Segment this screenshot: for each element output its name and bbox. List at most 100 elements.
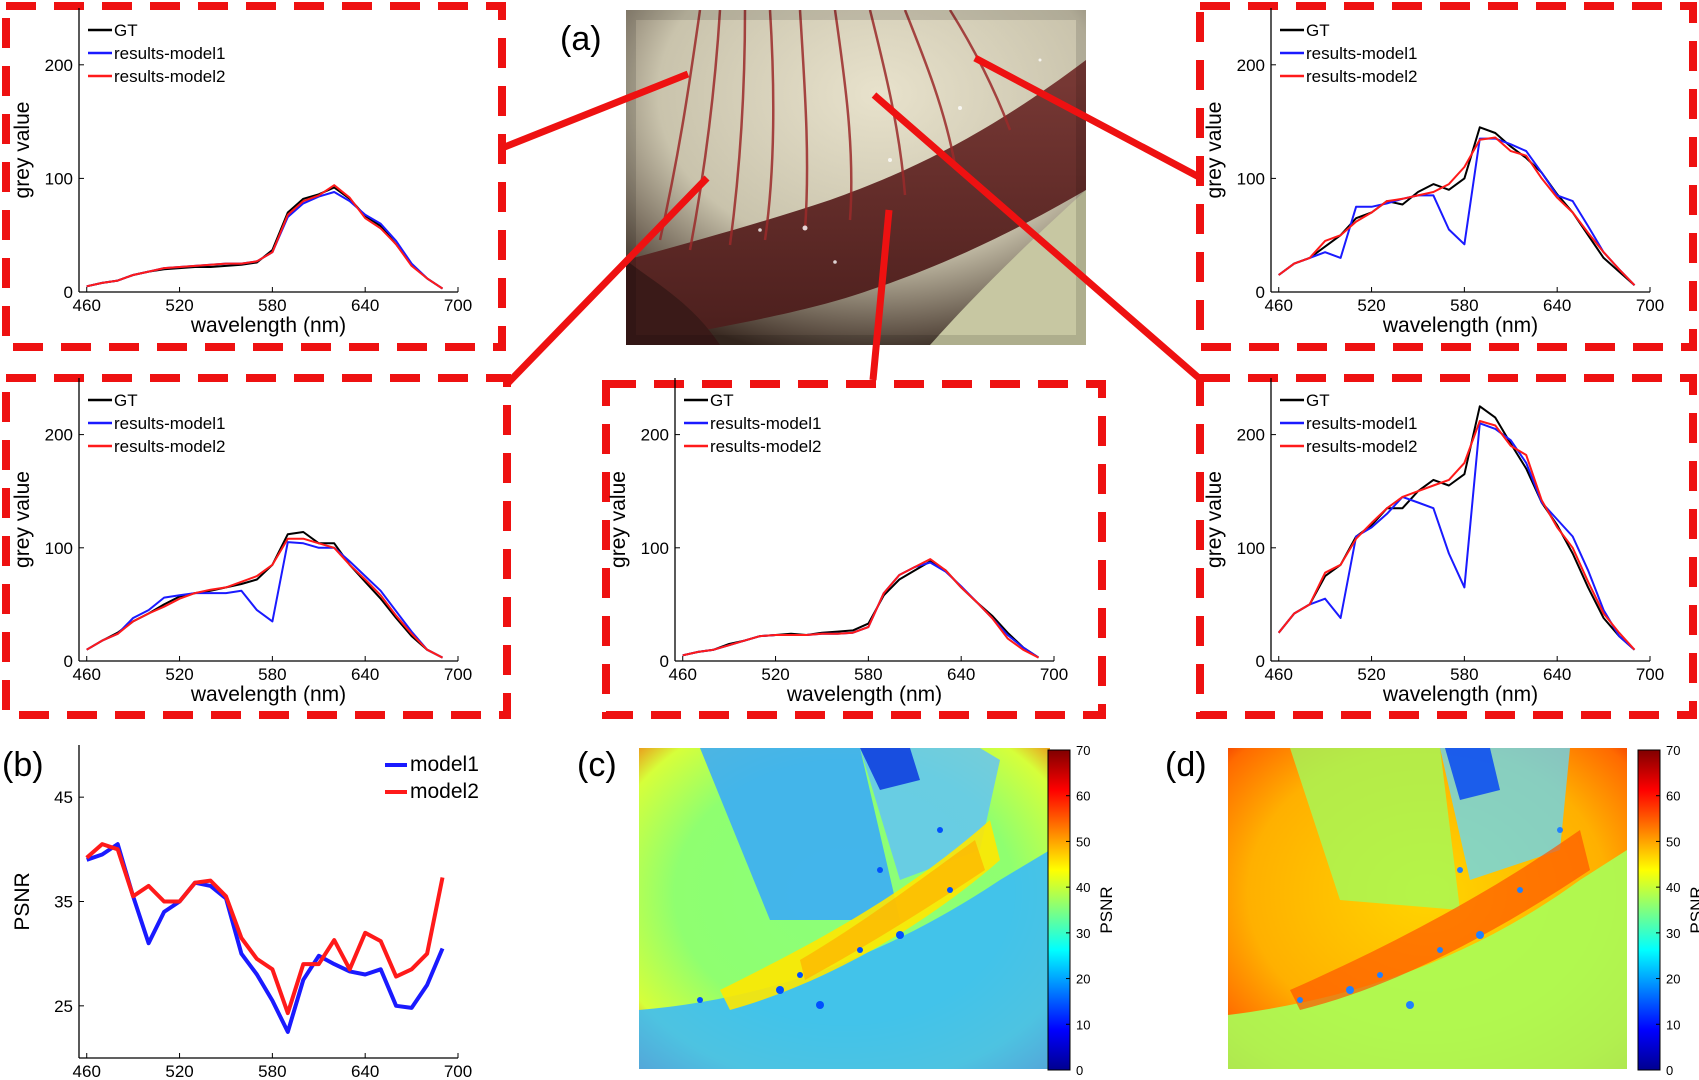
spectrum-plot-bottom-left: 460 520 580 640 700 0 100 200 wavelength (nm) gre… <box>11 378 472 706</box>
psnr-map-model2 <box>1228 748 1627 1069</box>
legend-label: results-model1 <box>114 44 226 63</box>
y-tick-label: 100 <box>45 539 73 558</box>
x-tick-label: 580 <box>1450 296 1478 315</box>
y-tick-label: 100 <box>45 169 73 188</box>
panel-label-c: (c) <box>577 746 617 784</box>
y-tick-label: 0 <box>64 283 73 302</box>
x-axis-label: wavelength (nm) <box>190 314 346 337</box>
x-tick-label: 460 <box>1265 296 1293 315</box>
connector-lines <box>500 54 1203 387</box>
x-tick-label: 460 <box>73 665 101 684</box>
y-tick-label: 35 <box>54 893 73 912</box>
x-tick-label: 580 <box>258 296 286 315</box>
x-tick-label: 460 <box>73 1062 101 1080</box>
legend-label: results-model1 <box>114 414 226 433</box>
legend-label: GT <box>114 21 138 40</box>
series-line-results-model2 <box>86 184 444 290</box>
connector-line <box>869 209 893 381</box>
series-line-results-model2 <box>682 558 1039 659</box>
series-line-results-model2 <box>1278 136 1636 286</box>
x-tick-label: 640 <box>351 665 379 684</box>
tissue-image <box>626 10 1086 345</box>
frame-bottom-left <box>2 374 511 719</box>
y-tick-label: 100 <box>1237 539 1265 558</box>
y-tick-label: 0 <box>1256 652 1265 671</box>
x-tick-label: 640 <box>351 296 379 315</box>
series-line-results-model1 <box>1277 422 1636 651</box>
legend: GT results-model1 results-model2 <box>684 391 822 456</box>
x-tick-label: 460 <box>73 296 101 315</box>
colorbar-tick-label: 50 <box>1666 834 1680 849</box>
x-tick-label: 640 <box>1543 665 1571 684</box>
x-tick-label: 700 <box>1636 296 1664 315</box>
spectrum-plot-top-left: 460 520 580 640 700 0 100 200 wavelength (nm) gre… <box>11 8 472 337</box>
series-line-GT <box>86 531 443 659</box>
x-tick-label: 700 <box>1636 665 1664 684</box>
y-tick-label: 200 <box>1237 56 1265 75</box>
legend: GT results-model1 results-model2 <box>1280 391 1418 456</box>
legend-label: results-model2 <box>114 67 226 86</box>
frame-bottom-middle <box>602 380 1106 719</box>
x-axis-label: wavelength (nm) <box>786 683 942 706</box>
legend-label: results-model2 <box>1306 437 1418 456</box>
x-tick-label: 580 <box>258 665 286 684</box>
frame-top-left <box>2 2 506 351</box>
series-line-results-model1 <box>1278 137 1636 286</box>
frame-top-right <box>1196 2 1697 351</box>
connector-line <box>871 92 1203 382</box>
colorbar-tick-label: 0 <box>1666 1063 1673 1078</box>
y-axis-label: grey value <box>11 102 34 199</box>
colorbar-tick-label: 40 <box>1076 880 1090 895</box>
legend-label: GT <box>1306 391 1330 410</box>
legend-label: results-model2 <box>114 437 226 456</box>
colorbar-tick-label: 30 <box>1666 926 1680 941</box>
colorbar-tick-label: 20 <box>1666 972 1680 987</box>
x-tick-label: 700 <box>444 665 472 684</box>
panel-label-b: (b) <box>2 746 44 784</box>
x-tick-label: 460 <box>669 665 697 684</box>
panel-label-d: (d) <box>1165 746 1207 784</box>
y-axis-label: grey value <box>1203 102 1226 199</box>
x-tick-label: 520 <box>1357 665 1385 684</box>
legend-label: model1 <box>410 753 479 776</box>
series-line-results-model2 <box>86 537 443 659</box>
colorbar-tick-label: 10 <box>1076 1017 1090 1032</box>
colorbar-tick-label: 20 <box>1076 972 1090 987</box>
y-tick-label: 0 <box>64 652 73 671</box>
legend: GT results-model1 results-model2 <box>88 21 226 86</box>
series-line-results-model2 <box>1277 420 1636 651</box>
y-tick-label: 200 <box>641 426 669 445</box>
legend-label: results-model2 <box>710 437 822 456</box>
series-line-results-model1 <box>86 541 443 659</box>
connector-line <box>973 54 1201 181</box>
colorbar-tick-label: 10 <box>1666 1017 1680 1032</box>
frame-bottom-right <box>1196 374 1697 719</box>
colorbar-tick-label: 60 <box>1076 789 1090 804</box>
legend-label: GT <box>114 391 138 410</box>
connector-line <box>504 175 710 387</box>
spectrum-plot-bottom-middle: 460 520 580 640 700 0 100 200 wavelength (nm) gre… <box>607 378 1068 706</box>
legend-label: results-model1 <box>710 414 822 433</box>
dashed-frames <box>2 2 1697 719</box>
panel-label-a: (a) <box>560 20 602 58</box>
y-tick-label: 200 <box>45 426 73 445</box>
y-tick-label: 0 <box>660 652 669 671</box>
colorbar-model2: 0 10 20 30 40 50 60 70 PSNR <box>1637 743 1699 1078</box>
spectrum-plot-bottom-right: 460 520 580 640 700 0 100 200 wavelength (nm) gre… <box>1203 378 1664 706</box>
y-tick-label: 100 <box>1237 169 1265 188</box>
y-tick-label: 45 <box>54 788 73 807</box>
colorbar-tick-label: 70 <box>1076 743 1090 758</box>
x-axis-label: wavelength (nm) <box>1382 314 1538 337</box>
x-axis-label: wavelength (nm) <box>190 683 346 706</box>
y-tick-label: 25 <box>54 997 73 1016</box>
x-tick-label: 580 <box>854 665 882 684</box>
legend-label: results-model2 <box>1306 67 1418 86</box>
x-tick-label: 580 <box>1450 665 1478 684</box>
y-axis-label: PSNR <box>11 872 34 930</box>
psnr-plot: 460520580640700253545wavelength (nm)PSNR… <box>11 745 479 1080</box>
x-tick-label: 520 <box>761 665 789 684</box>
colorbar-gradient <box>1637 749 1661 1071</box>
x-tick-label: 520 <box>1357 296 1385 315</box>
x-tick-label: 580 <box>258 1062 286 1080</box>
